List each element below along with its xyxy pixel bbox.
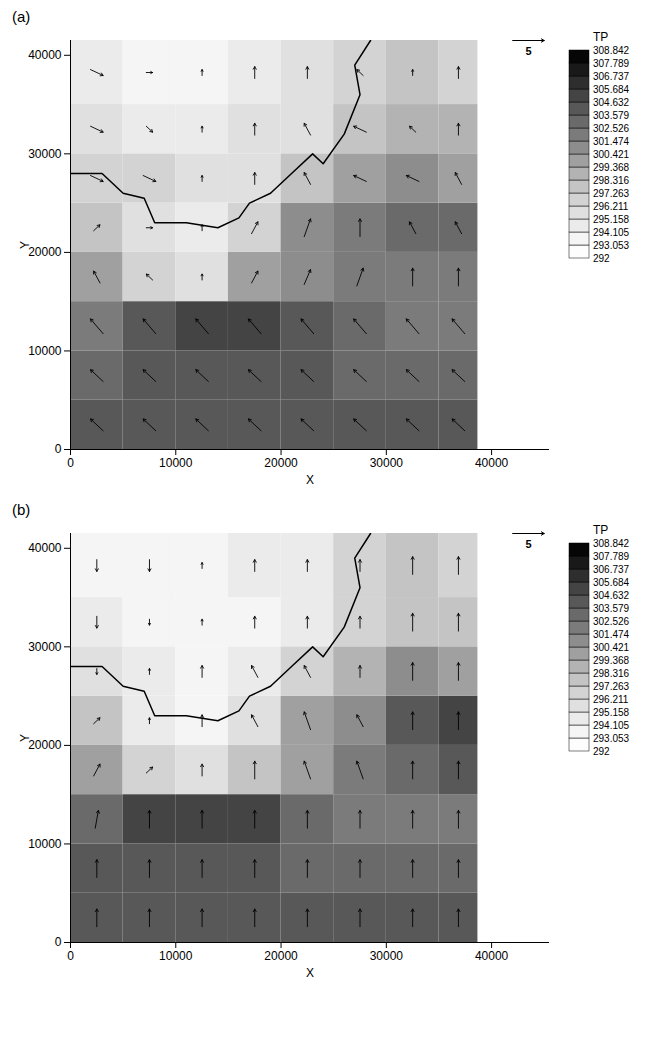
svg-text:295.158: 295.158	[593, 214, 630, 225]
svg-text:296.211: 296.211	[593, 694, 629, 705]
svg-text:297.263: 297.263	[593, 681, 630, 692]
svg-text:308.842: 308.842	[593, 538, 630, 549]
svg-text:302.526: 302.526	[593, 616, 630, 627]
svg-text:295.158: 295.158	[593, 707, 630, 718]
svg-text:293.053: 293.053	[593, 733, 630, 744]
svg-text:301.474: 301.474	[593, 629, 630, 640]
svg-text:0: 0	[67, 456, 74, 470]
svg-text:TP: TP	[593, 523, 608, 537]
svg-text:299.368: 299.368	[593, 162, 630, 173]
svg-text:40000: 40000	[28, 541, 62, 555]
svg-text:303.579: 303.579	[593, 603, 630, 614]
svg-text:5: 5	[525, 538, 531, 550]
svg-text:Y: Y	[18, 734, 32, 742]
svg-text:296.211: 296.211	[593, 201, 629, 212]
svg-text:10000: 10000	[159, 456, 193, 470]
svg-text:305.684: 305.684	[593, 577, 630, 588]
svg-text:292: 292	[593, 253, 610, 264]
svg-text:5: 5	[525, 45, 531, 57]
svg-text:297.263: 297.263	[593, 188, 630, 199]
svg-text:298.316: 298.316	[593, 668, 630, 679]
svg-text:306.737: 306.737	[593, 564, 630, 575]
svg-text:307.789: 307.789	[593, 58, 630, 69]
svg-text:305.684: 305.684	[593, 84, 630, 95]
svg-text:0: 0	[55, 935, 62, 949]
svg-text:298.316: 298.316	[593, 175, 630, 186]
svg-text:40000: 40000	[28, 48, 62, 62]
svg-text:302.526: 302.526	[593, 123, 630, 134]
svg-text:300.421: 300.421	[593, 642, 630, 653]
svg-text:0: 0	[67, 949, 74, 963]
svg-text:40000: 40000	[475, 456, 509, 470]
svg-text:30000: 30000	[370, 456, 404, 470]
svg-text:292: 292	[593, 746, 610, 757]
svg-text:20000: 20000	[28, 245, 62, 259]
svg-text:307.789: 307.789	[593, 551, 630, 562]
svg-text:303.579: 303.579	[593, 110, 630, 121]
svg-text:X: X	[306, 966, 314, 980]
svg-text:304.632: 304.632	[593, 97, 630, 108]
svg-text:308.842: 308.842	[593, 45, 630, 56]
html-text:(b): (b)	[12, 501, 31, 518]
svg-text:40000: 40000	[475, 949, 509, 963]
svg-text:Y: Y	[18, 241, 32, 249]
svg-text:20000: 20000	[264, 949, 298, 963]
svg-text:30000: 30000	[28, 640, 62, 654]
html-text:(a): (a)	[12, 8, 31, 25]
svg-text:10000: 10000	[159, 949, 193, 963]
svg-text:TP: TP	[593, 30, 608, 44]
svg-text:0: 0	[55, 442, 62, 456]
svg-text:306.737: 306.737	[593, 71, 630, 82]
svg-text:10000: 10000	[28, 344, 62, 358]
svg-text:20000: 20000	[28, 738, 62, 752]
svg-text:299.368: 299.368	[593, 655, 630, 666]
svg-text:X: X	[306, 473, 314, 487]
svg-text:304.632: 304.632	[593, 590, 630, 601]
svg-text:30000: 30000	[370, 949, 404, 963]
svg-text:293.053: 293.053	[593, 240, 630, 251]
svg-text:20000: 20000	[264, 456, 298, 470]
svg-text:294.105: 294.105	[593, 720, 630, 731]
svg-text:294.105: 294.105	[593, 227, 630, 238]
svg-text:300.421: 300.421	[593, 149, 630, 160]
svg-text:30000: 30000	[28, 147, 62, 161]
svg-text:10000: 10000	[28, 837, 62, 851]
svg-text:301.474: 301.474	[593, 136, 630, 147]
